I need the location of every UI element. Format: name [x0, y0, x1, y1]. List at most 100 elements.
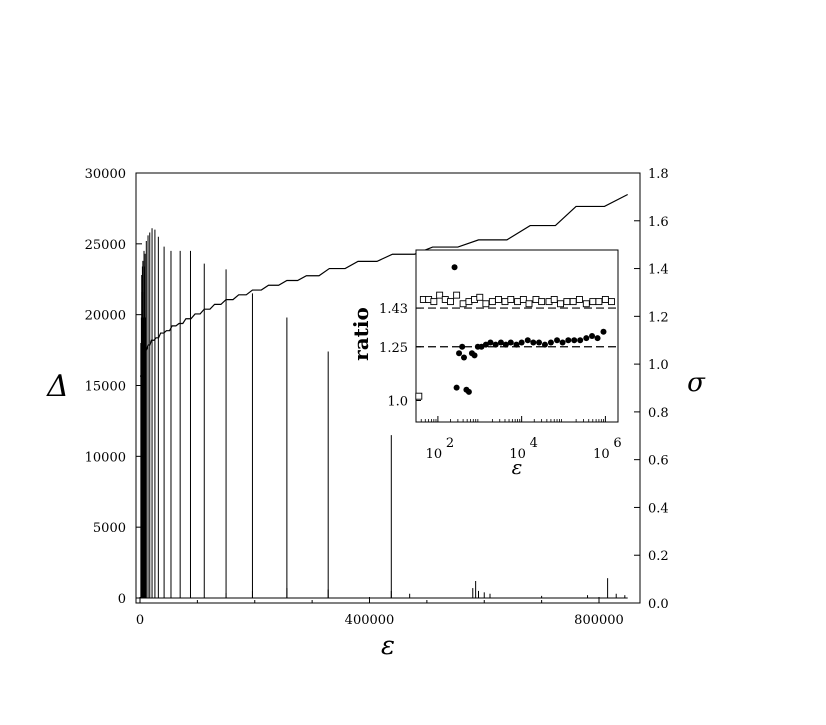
open-square-point: [532, 296, 540, 303]
open-square-point: [563, 298, 571, 306]
main-x-axis: 0 400000 800000: [136, 597, 624, 628]
x-tick-label: 0: [136, 613, 144, 628]
y-axis-title: Δ: [46, 369, 69, 404]
filled-circle-point: [497, 339, 504, 346]
filled-circle-point: [577, 337, 584, 344]
inset-y-axis-title: ratio: [349, 307, 373, 361]
inset-x-tick-exponent: 2: [446, 436, 454, 451]
open-square-point: [453, 291, 461, 299]
open-square-point: [557, 300, 565, 308]
inset-points: [415, 264, 615, 400]
open-square-point: [465, 298, 473, 306]
filled-circle-point: [492, 341, 499, 348]
inset-x-axis-title: ε: [512, 455, 523, 479]
filled-circle-point: [547, 339, 554, 346]
open-square-point: [501, 298, 509, 306]
open-square-point: [608, 298, 615, 306]
filled-circle-point: [600, 328, 607, 335]
y2-tick-label: 0.4: [648, 501, 669, 516]
filled-circle-point: [594, 335, 601, 342]
open-square-point: [525, 300, 533, 308]
y2-tick-label: 1.4: [648, 263, 669, 278]
open-square-point: [488, 298, 496, 306]
open-square-point: [476, 293, 484, 301]
open-square-point: [582, 300, 590, 308]
open-square-point: [436, 291, 444, 299]
filled-circle-point: [456, 350, 463, 357]
x-tick-label: 400000: [345, 613, 395, 628]
main-baseline-noise: [140, 588, 628, 599]
main-y-axis: 0 5000 10000 15000 20000 25000 30000: [85, 167, 142, 607]
y-tick-label: 20000: [85, 309, 126, 324]
open-square-point: [575, 296, 583, 303]
filled-circle-point: [589, 333, 596, 339]
inset-y-axis: 1.0 1.25 1.43: [379, 302, 421, 410]
open-square-point: [415, 392, 423, 400]
y2-tick-label: 1.8: [648, 167, 669, 182]
open-square-point: [519, 296, 527, 303]
open-square-point: [447, 298, 454, 306]
open-square-point: [507, 296, 515, 303]
filled-circle-point: [487, 339, 494, 346]
inset-y-tick-label: 1.0: [387, 395, 408, 410]
inset-x-tick-exponent: 6: [613, 436, 621, 451]
inset-x-tick-label: 10: [426, 447, 443, 462]
filled-circle-point: [459, 343, 466, 350]
filled-circle-point: [453, 384, 460, 391]
filled-circle-point: [571, 337, 578, 344]
inset-x-tick-label: 10: [593, 447, 610, 462]
filled-circle-point: [524, 337, 531, 344]
open-square-point: [495, 296, 502, 303]
y-tick-label: 5000: [93, 521, 126, 536]
open-square-point: [538, 298, 546, 306]
filled-circle-point: [518, 339, 525, 346]
filled-circle-point: [530, 339, 537, 346]
y-tick-label: 25000: [85, 238, 126, 253]
inset-x-tick-label: 10: [509, 447, 526, 462]
filled-circle-point: [565, 337, 572, 344]
y-tick-label: 0: [118, 592, 126, 607]
main-plot-frame: [135, 172, 641, 604]
inset-y-tick-label: 1.25: [379, 341, 408, 356]
open-square-point: [459, 300, 467, 308]
filled-circle-point: [502, 341, 509, 348]
x-axis-title: ε: [381, 631, 395, 661]
y-tick-label: 10000: [85, 450, 126, 465]
inset-x-tick-exponent: 4: [530, 436, 538, 451]
y2-tick-label: 1.6: [648, 215, 669, 230]
open-square-point: [589, 298, 597, 306]
filled-circle-point: [583, 335, 590, 342]
y2-axis-title: σ: [687, 368, 706, 398]
filled-circle-point: [471, 352, 478, 359]
filled-circle-point: [507, 339, 514, 346]
y2-tick-label: 1.0: [648, 358, 669, 373]
y-tick-label: 15000: [85, 380, 126, 395]
filled-circle-point: [451, 264, 458, 271]
y2-tick-label: 0.6: [648, 454, 669, 469]
y-tick-label: 30000: [85, 167, 126, 182]
open-square-point: [514, 298, 522, 306]
filled-circle-point: [541, 341, 548, 348]
open-square-point: [601, 296, 609, 303]
filled-circle-point: [559, 339, 566, 346]
filled-circle-point: [460, 354, 467, 361]
filled-circle-point: [513, 341, 520, 348]
main-spike-series: [140, 228, 609, 598]
y2-tick-label: 0.2: [648, 549, 669, 564]
open-square-point: [430, 298, 438, 306]
filled-circle-point: [554, 337, 561, 344]
y2-tick-label: 1.2: [648, 310, 669, 325]
y2-tick-label: 0.8: [648, 406, 669, 421]
open-square-point: [595, 298, 603, 306]
open-square-point: [569, 298, 577, 306]
y2-tick-label: 0.0: [648, 597, 669, 612]
x-tick-label: 800000: [574, 613, 624, 628]
main-y2-axis: 0.0 0.2 0.4 0.6 0.8 1.0 1.2 1.4 1.6 1.8: [634, 167, 669, 612]
filled-circle-point: [482, 341, 489, 348]
filled-circle-point: [465, 388, 472, 395]
main-staircase-line: [140, 193, 628, 377]
open-square-point: [482, 300, 490, 308]
